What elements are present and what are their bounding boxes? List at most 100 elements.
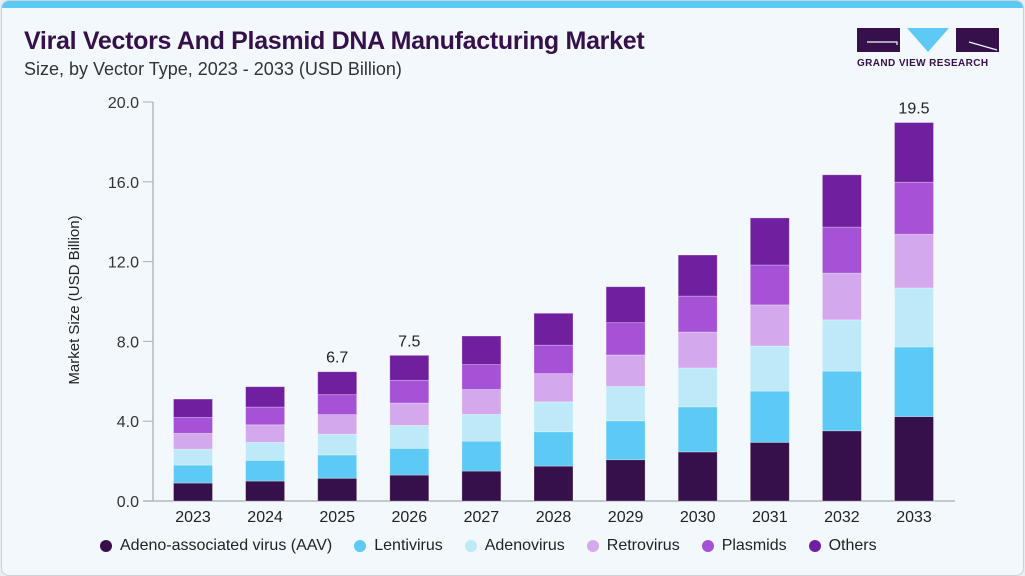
bar-segment-adenovirus bbox=[461, 414, 502, 442]
bar-segment-adenovirus bbox=[822, 319, 862, 372]
bar-segment-retrovirus bbox=[605, 354, 646, 387]
bar-segment-others bbox=[533, 312, 574, 346]
legend-marker-icon bbox=[464, 540, 477, 552]
legend-label: Retrovirus bbox=[606, 537, 680, 554]
bar-segment-adeno-associated-virus-aav bbox=[605, 459, 646, 502]
legend-item: Adenovirus bbox=[464, 537, 565, 555]
bar-segment-adenovirus bbox=[677, 367, 718, 408]
legend-item: Plasmids bbox=[701, 537, 787, 555]
bar-segment-retrovirus bbox=[389, 402, 430, 426]
bar-segment-retrovirus bbox=[317, 414, 358, 435]
legend-label: Plasmids bbox=[721, 537, 787, 554]
bar-segment-plasmids bbox=[822, 226, 862, 274]
bar-segment-adeno-associated-virus-aav bbox=[894, 416, 934, 502]
bar-segment-plasmids bbox=[533, 344, 574, 374]
accent-bar bbox=[2, 1, 1023, 8]
bar-segment-lentivirus bbox=[317, 454, 358, 479]
data-label: 19.5 bbox=[898, 101, 929, 118]
data-label: 7.5 bbox=[398, 333, 420, 350]
bar-segment-adenovirus bbox=[533, 401, 574, 433]
bar-segment-lentivirus bbox=[677, 406, 718, 453]
bar-segment-plasmids bbox=[605, 322, 646, 356]
y-tick-label: 20.0 bbox=[108, 95, 139, 112]
x-tick-label: 2024 bbox=[247, 509, 283, 526]
bar-segment-others bbox=[749, 217, 790, 266]
x-tick-label: 2033 bbox=[896, 509, 932, 526]
legend-marker-icon bbox=[100, 540, 112, 552]
bar-segment-lentivirus bbox=[173, 464, 213, 484]
bar-segment-adenovirus bbox=[317, 433, 358, 456]
x-tick-label: 2023 bbox=[175, 509, 211, 526]
bar-segment-lentivirus bbox=[822, 370, 862, 432]
bar-segment-adenovirus bbox=[173, 448, 213, 466]
grand-view-research-logo bbox=[857, 28, 999, 52]
bar-segment-adenovirus bbox=[389, 424, 430, 449]
y-tick-label: 8.0 bbox=[117, 334, 139, 351]
bar-segment-adeno-associated-virus-aav bbox=[173, 482, 213, 502]
legend-label: Others bbox=[828, 537, 877, 554]
legend-label: Lentivirus bbox=[374, 537, 443, 554]
legend-marker-icon bbox=[354, 540, 367, 552]
bar-segment-retrovirus bbox=[749, 304, 790, 347]
bar-segment-retrovirus bbox=[894, 233, 934, 289]
y-tick-label: 12.0 bbox=[108, 255, 139, 272]
bar-segment-lentivirus bbox=[245, 459, 286, 482]
legend: Adeno-associated virus (AAV) Lentivirus Ad… bbox=[100, 537, 877, 555]
bar-segment-others bbox=[389, 354, 430, 381]
x-tick-label: 2032 bbox=[824, 509, 860, 526]
legend-label: Adeno-associated virus (AAV) bbox=[120, 537, 333, 554]
bar-segment-adenovirus bbox=[245, 441, 286, 461]
x-tick-label: 2030 bbox=[680, 509, 716, 526]
bar-segment-retrovirus bbox=[245, 424, 286, 443]
bar-segment-others bbox=[173, 398, 213, 418]
bar-segment-others bbox=[605, 286, 646, 324]
legend-marker-icon bbox=[808, 540, 821, 552]
bar-segment-retrovirus bbox=[461, 389, 502, 415]
logo-text: GRAND VIEW RESEARCH bbox=[857, 58, 989, 69]
bar-segment-lentivirus bbox=[389, 447, 430, 476]
bar-segment-plasmids bbox=[317, 394, 358, 416]
bar-segment-adenovirus bbox=[894, 287, 934, 348]
bar-segment-others bbox=[245, 386, 286, 408]
bar-segment-plasmids bbox=[389, 379, 430, 404]
bar-segment-others bbox=[677, 254, 718, 297]
y-tick-label: 16.0 bbox=[108, 175, 139, 192]
bar-segment-others bbox=[461, 335, 502, 365]
bar-segment-adeno-associated-virus-aav bbox=[461, 470, 502, 502]
bar-segment-retrovirus bbox=[533, 373, 574, 403]
x-tick-label: 2028 bbox=[536, 509, 572, 526]
bar-segment-lentivirus bbox=[533, 431, 574, 467]
bar-segment-retrovirus bbox=[173, 432, 213, 450]
x-tick-label: 2029 bbox=[608, 509, 644, 526]
bar-segment-plasmids bbox=[245, 406, 286, 426]
bar-segment-plasmids bbox=[894, 181, 934, 235]
bar-segment-adeno-associated-virus-aav bbox=[822, 430, 862, 502]
bar-segment-adeno-associated-virus-aav bbox=[533, 465, 574, 502]
bar-segment-retrovirus bbox=[822, 272, 862, 321]
legend-marker-icon bbox=[586, 540, 599, 552]
legend-item: Adeno-associated virus (AAV) bbox=[100, 537, 332, 555]
bar-segment-plasmids bbox=[173, 417, 213, 434]
bar-segment-lentivirus bbox=[605, 420, 646, 461]
y-axis-title: Market Size (USD Billion) bbox=[66, 215, 83, 384]
bar-segment-adeno-associated-virus-aav bbox=[245, 480, 286, 502]
x-tick-label: 2027 bbox=[464, 509, 500, 526]
bar-segment-adeno-associated-virus-aav bbox=[317, 477, 358, 502]
legend-item: Others bbox=[808, 537, 877, 555]
bar-segment-plasmids bbox=[461, 364, 502, 390]
bar-segment-others bbox=[894, 122, 934, 183]
bar-segment-plasmids bbox=[677, 295, 718, 333]
x-tick-label: 2025 bbox=[319, 509, 355, 526]
y-tick-label: 0.0 bbox=[117, 494, 139, 511]
bar-segment-lentivirus bbox=[461, 440, 502, 472]
x-tick-label: 2031 bbox=[752, 509, 788, 526]
legend-item: Lentivirus bbox=[354, 537, 443, 555]
y-tick-label: 4.0 bbox=[117, 414, 139, 431]
bar-segment-retrovirus bbox=[677, 331, 718, 369]
data-label: 6.7 bbox=[326, 350, 348, 367]
bar-segment-adenovirus bbox=[605, 386, 646, 422]
chart-title: Viral Vectors And Plasmid DNA Manufactur… bbox=[24, 27, 645, 55]
bar-segment-lentivirus bbox=[894, 346, 934, 418]
legend-marker-icon bbox=[701, 540, 714, 552]
